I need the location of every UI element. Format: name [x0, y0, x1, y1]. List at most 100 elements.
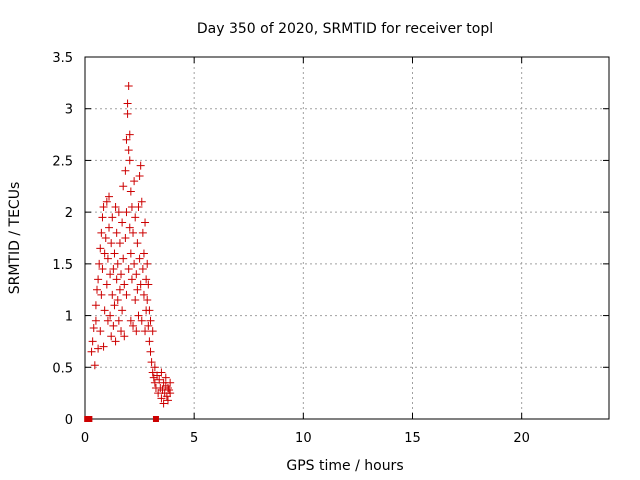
data-point: [123, 99, 132, 108]
x-tick-label: 20: [513, 431, 530, 446]
data-point: [127, 275, 136, 284]
y-tick-label: 1.5: [52, 258, 73, 273]
data-point: [96, 327, 105, 336]
data-point: [138, 265, 147, 274]
data-point: [124, 146, 133, 155]
data-point: [143, 296, 152, 305]
data-point: [136, 280, 145, 289]
y-tick-label: 2: [65, 206, 73, 221]
data-point: [108, 213, 117, 222]
y-tick-label: 1: [65, 310, 73, 325]
data-point: [120, 332, 129, 341]
data-point: [103, 316, 112, 325]
data-point: [88, 337, 97, 346]
data-point: [101, 234, 110, 242]
plot-frame: [84, 56, 610, 420]
x-tick-label: 0: [81, 431, 89, 446]
data-point: [100, 249, 109, 258]
x-tick-label: 15: [404, 431, 421, 446]
data-point-square: [86, 416, 93, 422]
data-point: [122, 135, 131, 144]
data-point: [145, 306, 154, 315]
y-tick-label: 3: [65, 103, 73, 118]
data-point: [129, 321, 138, 330]
data-point: [117, 270, 126, 279]
data-point: [125, 130, 134, 139]
data-point: [109, 265, 118, 274]
y-tick-label: 2.5: [52, 154, 73, 169]
y-tick-label: 0.5: [52, 361, 73, 376]
data-point: [111, 337, 120, 346]
data-point: [163, 396, 172, 405]
data-point: [110, 249, 119, 258]
data-point: [150, 378, 159, 387]
data-point: [107, 332, 116, 341]
y-tick-label: 0: [65, 413, 73, 428]
data-point: [126, 316, 135, 325]
data-point: [148, 327, 157, 336]
data-point: [125, 223, 134, 232]
data-point: [99, 342, 108, 351]
data-point: [137, 197, 146, 206]
data-point: [112, 275, 121, 284]
data-point: [155, 375, 164, 384]
data-point: [125, 156, 134, 165]
data-point: [131, 213, 140, 222]
data-point: [98, 265, 107, 274]
data-point: [142, 275, 151, 284]
data-point: [106, 311, 115, 320]
data-point: [141, 218, 150, 227]
data-point: [117, 327, 126, 336]
data-point: [135, 254, 144, 263]
data-point: [130, 259, 139, 268]
data-point: [97, 290, 106, 299]
data-point: [163, 383, 172, 392]
data-point: [119, 182, 128, 191]
data-point: [139, 290, 148, 299]
data-point-square: [152, 416, 159, 422]
data-point: [141, 327, 150, 336]
data-point: [132, 270, 141, 279]
data-point: [119, 254, 128, 263]
data-point: [105, 192, 114, 201]
axis-ticks: 0 5 10 15 20 0 0.5 1 1.5 2 2.5 3 3.5: [52, 51, 609, 446]
data-point: [138, 228, 147, 237]
data-point: [126, 187, 135, 196]
data-point: [132, 327, 141, 336]
data-point: [89, 323, 98, 332]
data-point: [148, 368, 157, 377]
data-point: [146, 347, 155, 356]
x-axis-label: GPS time / hours: [286, 458, 403, 474]
data-point: [123, 109, 132, 118]
data-point: [157, 394, 166, 403]
data-point: [157, 368, 166, 377]
data-point: [94, 275, 103, 284]
data-point: [91, 316, 100, 325]
data-point: [113, 259, 122, 268]
data-point: [166, 378, 175, 387]
grid: [85, 57, 609, 419]
data-point: [149, 373, 158, 382]
data-point: [97, 228, 106, 237]
x-tick-label: 5: [190, 431, 198, 446]
data-point: [122, 208, 131, 217]
chart-title: Day 350 of 2020, SRMTID for receiver top…: [197, 21, 493, 37]
data-point: [108, 290, 117, 299]
data-point: [143, 259, 152, 268]
data-point: [93, 285, 102, 294]
data-point: [166, 389, 175, 398]
data-point: [139, 249, 148, 258]
data-point: [90, 361, 99, 370]
data-point: [146, 316, 155, 325]
data-point: [111, 202, 120, 211]
data-point: [118, 218, 127, 227]
data-point: [91, 301, 100, 310]
data-point: [159, 399, 168, 408]
data-point: [112, 228, 121, 237]
data-point: [133, 285, 142, 294]
data-point: [124, 81, 133, 90]
data-point: [147, 358, 156, 367]
data-point: [99, 202, 108, 211]
data-point: [115, 285, 124, 294]
